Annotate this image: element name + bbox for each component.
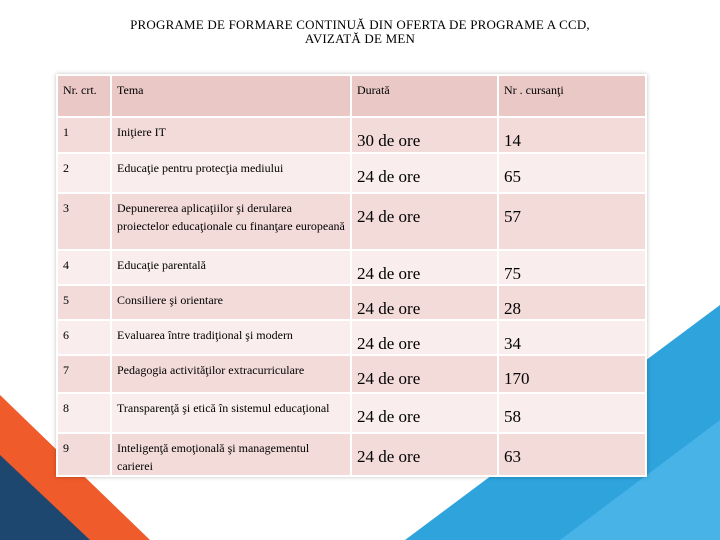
row-durata: 24 de ore: [350, 249, 499, 286]
row-tema: Educaţie parentală: [110, 249, 352, 286]
row-cursanti: 170: [497, 354, 647, 394]
row-durata: 24 de ore: [350, 354, 499, 394]
table-row: 7 Pedagogia activităţilor extracurricula…: [56, 354, 647, 394]
row-cursanti: 75: [497, 249, 647, 286]
row-durata: 24 de ore: [350, 284, 499, 321]
row-tema: Consiliere şi orientare: [110, 284, 352, 321]
row-tema: Inteligenţă emoţională şi managementul c…: [110, 432, 352, 477]
row-durata: 24 de ore: [350, 432, 499, 477]
table-row: 4 Educaţie parentală 24 de ore 75: [56, 249, 647, 286]
table-row: 9 Inteligenţă emoţională şi managementul…: [56, 432, 647, 477]
programs-table: Nr. crt. Tema Durată Nr . cursanţi 1 Ini…: [56, 74, 647, 477]
row-nr: 5: [56, 284, 112, 321]
row-tema: Evaluarea între tradiţional şi modern: [110, 319, 352, 356]
header-nr-crt: Nr. crt.: [56, 74, 112, 118]
blue-light-facet-shape: [560, 420, 720, 540]
table-header-row: Nr. crt. Tema Durată Nr . cursanţi: [56, 74, 647, 118]
row-durata: 24 de ore: [350, 319, 499, 356]
row-tema: Iniţiere IT: [110, 116, 352, 154]
row-tema: Depunererea aplicaţiilor şi derularea pr…: [110, 192, 352, 251]
row-cursanti: 28: [497, 284, 647, 321]
row-tema: Pedagogia activităţilor extracurriculare: [110, 354, 352, 394]
header-tema: Tema: [110, 74, 352, 118]
row-tema: Educaţie pentru protecţia mediului: [110, 152, 352, 194]
header-nr-cursanti: Nr . cursanţi: [497, 74, 647, 118]
row-durata: 24 de ore: [350, 392, 499, 434]
row-cursanti: 34: [497, 319, 647, 356]
row-durata: 24 de ore: [350, 152, 499, 194]
row-nr: 2: [56, 152, 112, 194]
table-row: 3 Depunererea aplicaţiilor şi derularea …: [56, 192, 647, 251]
table-row: 5 Consiliere şi orientare 24 de ore 28: [56, 284, 647, 321]
row-nr: 9: [56, 432, 112, 477]
slide-title: PROGRAME DE FORMARE CONTINUĂ DIN OFERTA …: [60, 18, 660, 46]
row-cursanti: 58: [497, 392, 647, 434]
row-cursanti: 14: [497, 116, 647, 154]
row-cursanti: 57: [497, 192, 647, 251]
row-nr: 1: [56, 116, 112, 154]
table-row: 6 Evaluarea între tradiţional şi modern …: [56, 319, 647, 356]
row-cursanti: 65: [497, 152, 647, 194]
header-durata: Durată: [350, 74, 499, 118]
table-row: 2 Educaţie pentru protecţia mediului 24 …: [56, 152, 647, 194]
row-durata: 24 de ore: [350, 192, 499, 251]
slide-title-line-2: AVIZATĂ DE MEN: [304, 31, 416, 46]
row-tema: Transparenţă şi etică în sistemul educaţ…: [110, 392, 352, 434]
row-cursanti: 63: [497, 432, 647, 477]
row-nr: 8: [56, 392, 112, 434]
row-nr: 7: [56, 354, 112, 394]
row-nr: 4: [56, 249, 112, 286]
table-row: 8 Transparenţă şi etică în sistemul educ…: [56, 392, 647, 434]
row-nr: 6: [56, 319, 112, 356]
row-nr: 3: [56, 192, 112, 251]
slide-title-line-1: PROGRAME DE FORMARE CONTINUĂ DIN OFERTA …: [130, 17, 590, 32]
row-durata: 30 de ore: [350, 116, 499, 154]
table-row: 1 Iniţiere IT 30 de ore 14: [56, 116, 647, 154]
navy-triangle-shape: [0, 455, 90, 540]
